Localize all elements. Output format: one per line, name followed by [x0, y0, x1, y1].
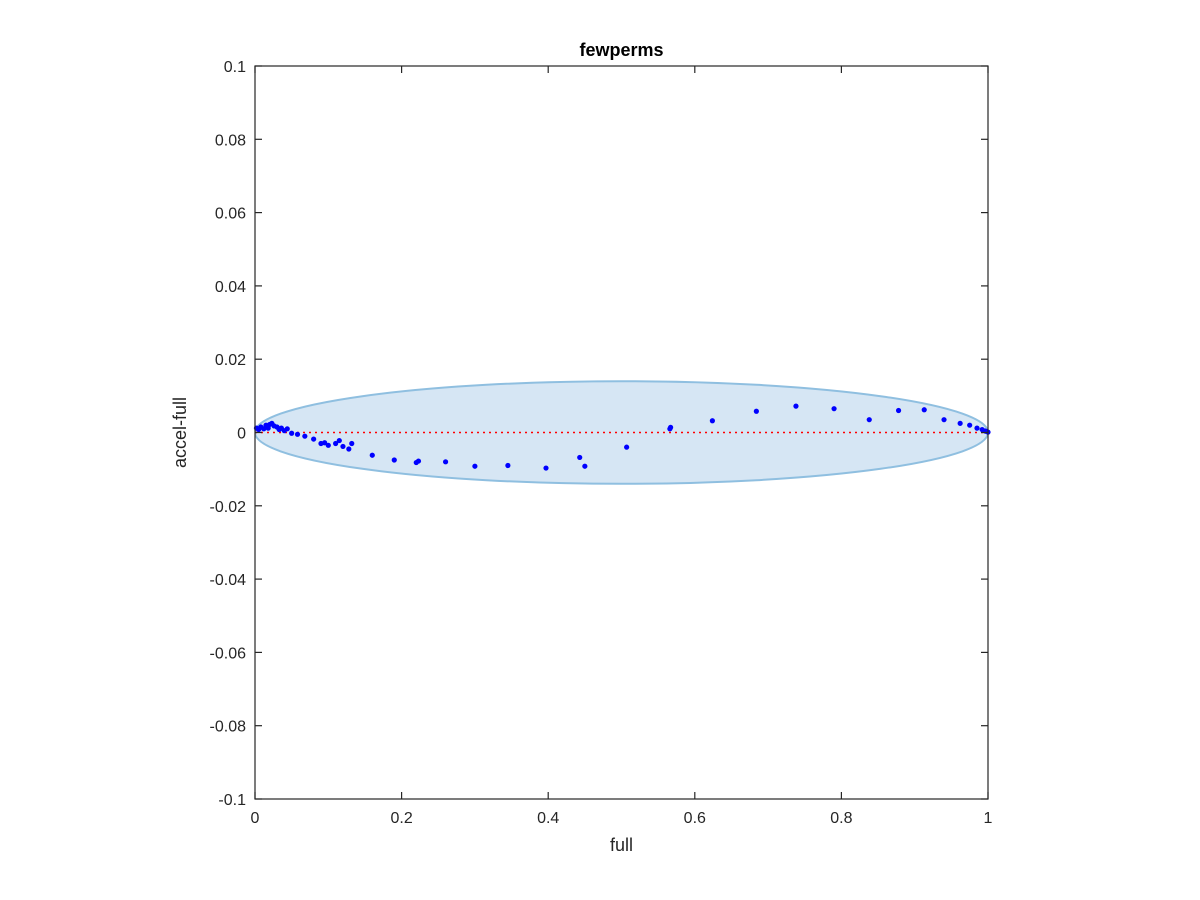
data-point — [793, 403, 799, 409]
data-point — [543, 465, 549, 471]
x-tick-label: 0.8 — [830, 810, 852, 827]
data-point — [340, 443, 346, 450]
data-point — [311, 436, 317, 442]
data-point — [709, 418, 715, 424]
data-point — [668, 424, 674, 430]
data-point — [582, 463, 588, 469]
data-point — [941, 417, 947, 423]
data-point — [505, 462, 511, 469]
data-point — [974, 425, 980, 431]
data-point — [967, 422, 973, 428]
data-point — [415, 458, 422, 464]
x-tick-label: 0.4 — [537, 810, 559, 827]
plot-area — [253, 66, 991, 799]
y-ticks: -0.1 -0.08 -0.06 -0.04 -0.02 0 0.02 0.04 0.06 0.0… — [210, 59, 988, 809]
x-tick-label: 0 — [251, 810, 260, 827]
data-point — [333, 440, 339, 447]
data-point — [302, 433, 308, 439]
data-point — [831, 406, 837, 412]
y-tick-label: 0.04 — [215, 279, 246, 296]
y-axis-label: accel-full — [170, 397, 190, 468]
data-point — [577, 454, 583, 461]
data-point — [325, 442, 331, 448]
y-tick-label: -0.08 — [210, 719, 247, 736]
data-point — [753, 408, 759, 414]
data-point — [472, 463, 478, 469]
y-tick-label: -0.1 — [218, 792, 246, 809]
y-tick-label: 0.02 — [215, 352, 246, 369]
data-point — [369, 452, 375, 458]
x-tick-label: 1 — [984, 810, 993, 827]
data-point — [294, 431, 301, 437]
data-point — [391, 457, 397, 463]
y-tick-label: 0 — [237, 426, 246, 443]
data-point — [346, 446, 352, 452]
x-tick-label: 0.6 — [684, 810, 706, 827]
y-tick-label: -0.04 — [210, 572, 247, 589]
y-tick-label: -0.06 — [210, 645, 247, 662]
data-point — [624, 444, 630, 450]
x-axis-label: full — [610, 835, 633, 855]
chart-title: fewperms — [579, 40, 663, 60]
data-point — [289, 430, 295, 436]
data-point — [336, 437, 342, 444]
data-point — [442, 459, 449, 465]
data-point — [322, 440, 328, 446]
x-ticks: 0 0.2 0.4 0.6 0.8 1 — [251, 66, 993, 827]
data-point — [349, 440, 355, 447]
data-point — [866, 417, 872, 423]
y-tick-label: 0.08 — [215, 132, 246, 149]
x-tick-label: 0.2 — [390, 810, 412, 827]
y-tick-label: 0.1 — [224, 59, 246, 76]
data-point — [895, 407, 902, 414]
y-tick-label: 0.06 — [215, 206, 246, 223]
y-tick-label: -0.02 — [210, 499, 247, 516]
points-layer — [253, 403, 991, 471]
data-point — [921, 407, 927, 413]
data-point — [284, 426, 290, 432]
data-point — [957, 420, 963, 426]
